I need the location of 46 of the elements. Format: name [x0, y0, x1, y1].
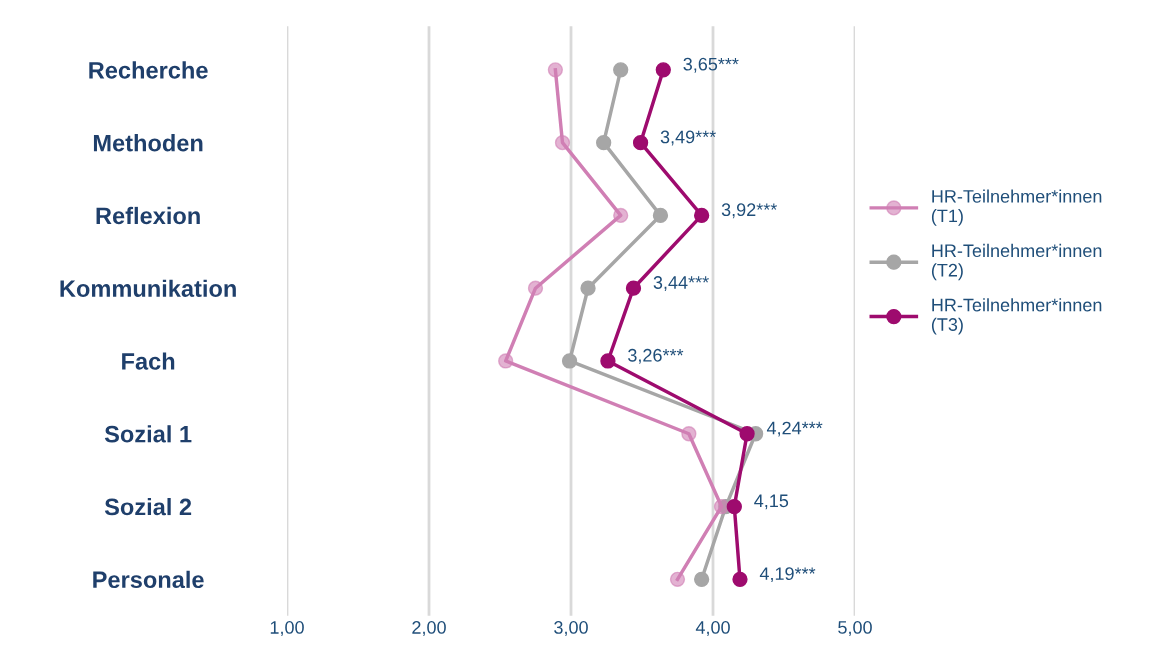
data-label: 3,49*** — [660, 130, 716, 146]
y-tick-label: Reflexion — [96, 206, 200, 225]
point — [739, 426, 755, 442]
y-tick-label: Recherche — [89, 61, 208, 79]
point — [600, 353, 616, 369]
y-tick-label: Fach — [122, 352, 175, 370]
point — [655, 62, 671, 78]
y-tick-label: Personale — [93, 570, 204, 589]
x-tick-label: 4,00 — [695, 621, 730, 636]
point — [580, 280, 596, 296]
point — [547, 62, 564, 78]
x-tick-label: 5,00 — [838, 621, 872, 636]
point — [652, 207, 669, 224]
point — [613, 62, 629, 78]
point — [498, 353, 514, 369]
legend-label: HR-Teilnehmer*innen (T3) — [931, 298, 1102, 335]
point — [694, 207, 710, 224]
point — [561, 353, 578, 369]
x-tick-label: 2,00 — [412, 621, 446, 636]
x-tick-label: 3,00 — [554, 621, 588, 636]
point — [613, 207, 629, 224]
data-label: 3,26*** — [628, 348, 684, 364]
point — [732, 571, 748, 587]
legend-label: HR-Teilnehmer*innen (T1) — [931, 189, 1102, 226]
point — [694, 571, 710, 587]
point — [713, 498, 730, 515]
point — [554, 135, 571, 151]
y-tick-label: Kommunikation — [60, 279, 236, 297]
y-tick-label: Sozial 1 — [104, 425, 192, 443]
legend-label: HR-Teilnehmer*innen (T2) — [931, 243, 1102, 281]
data-label: 4,24*** — [766, 421, 823, 437]
point — [625, 280, 642, 296]
point — [726, 498, 742, 515]
data-label: 3,92*** — [721, 203, 778, 219]
y-tick-label: Methoden — [93, 134, 203, 152]
point — [596, 135, 612, 151]
data-label: 4,19*** — [759, 567, 816, 583]
y-tick-label: Sozial 2 — [104, 497, 192, 516]
point — [681, 426, 697, 442]
data-label: 3,65*** — [683, 57, 739, 73]
x-tick-label: 1,00 — [270, 621, 304, 636]
data-label: 3,44*** — [653, 276, 709, 292]
point — [632, 135, 649, 151]
data-label: 4,15 — [754, 494, 789, 510]
point — [527, 280, 544, 296]
point — [669, 571, 686, 587]
